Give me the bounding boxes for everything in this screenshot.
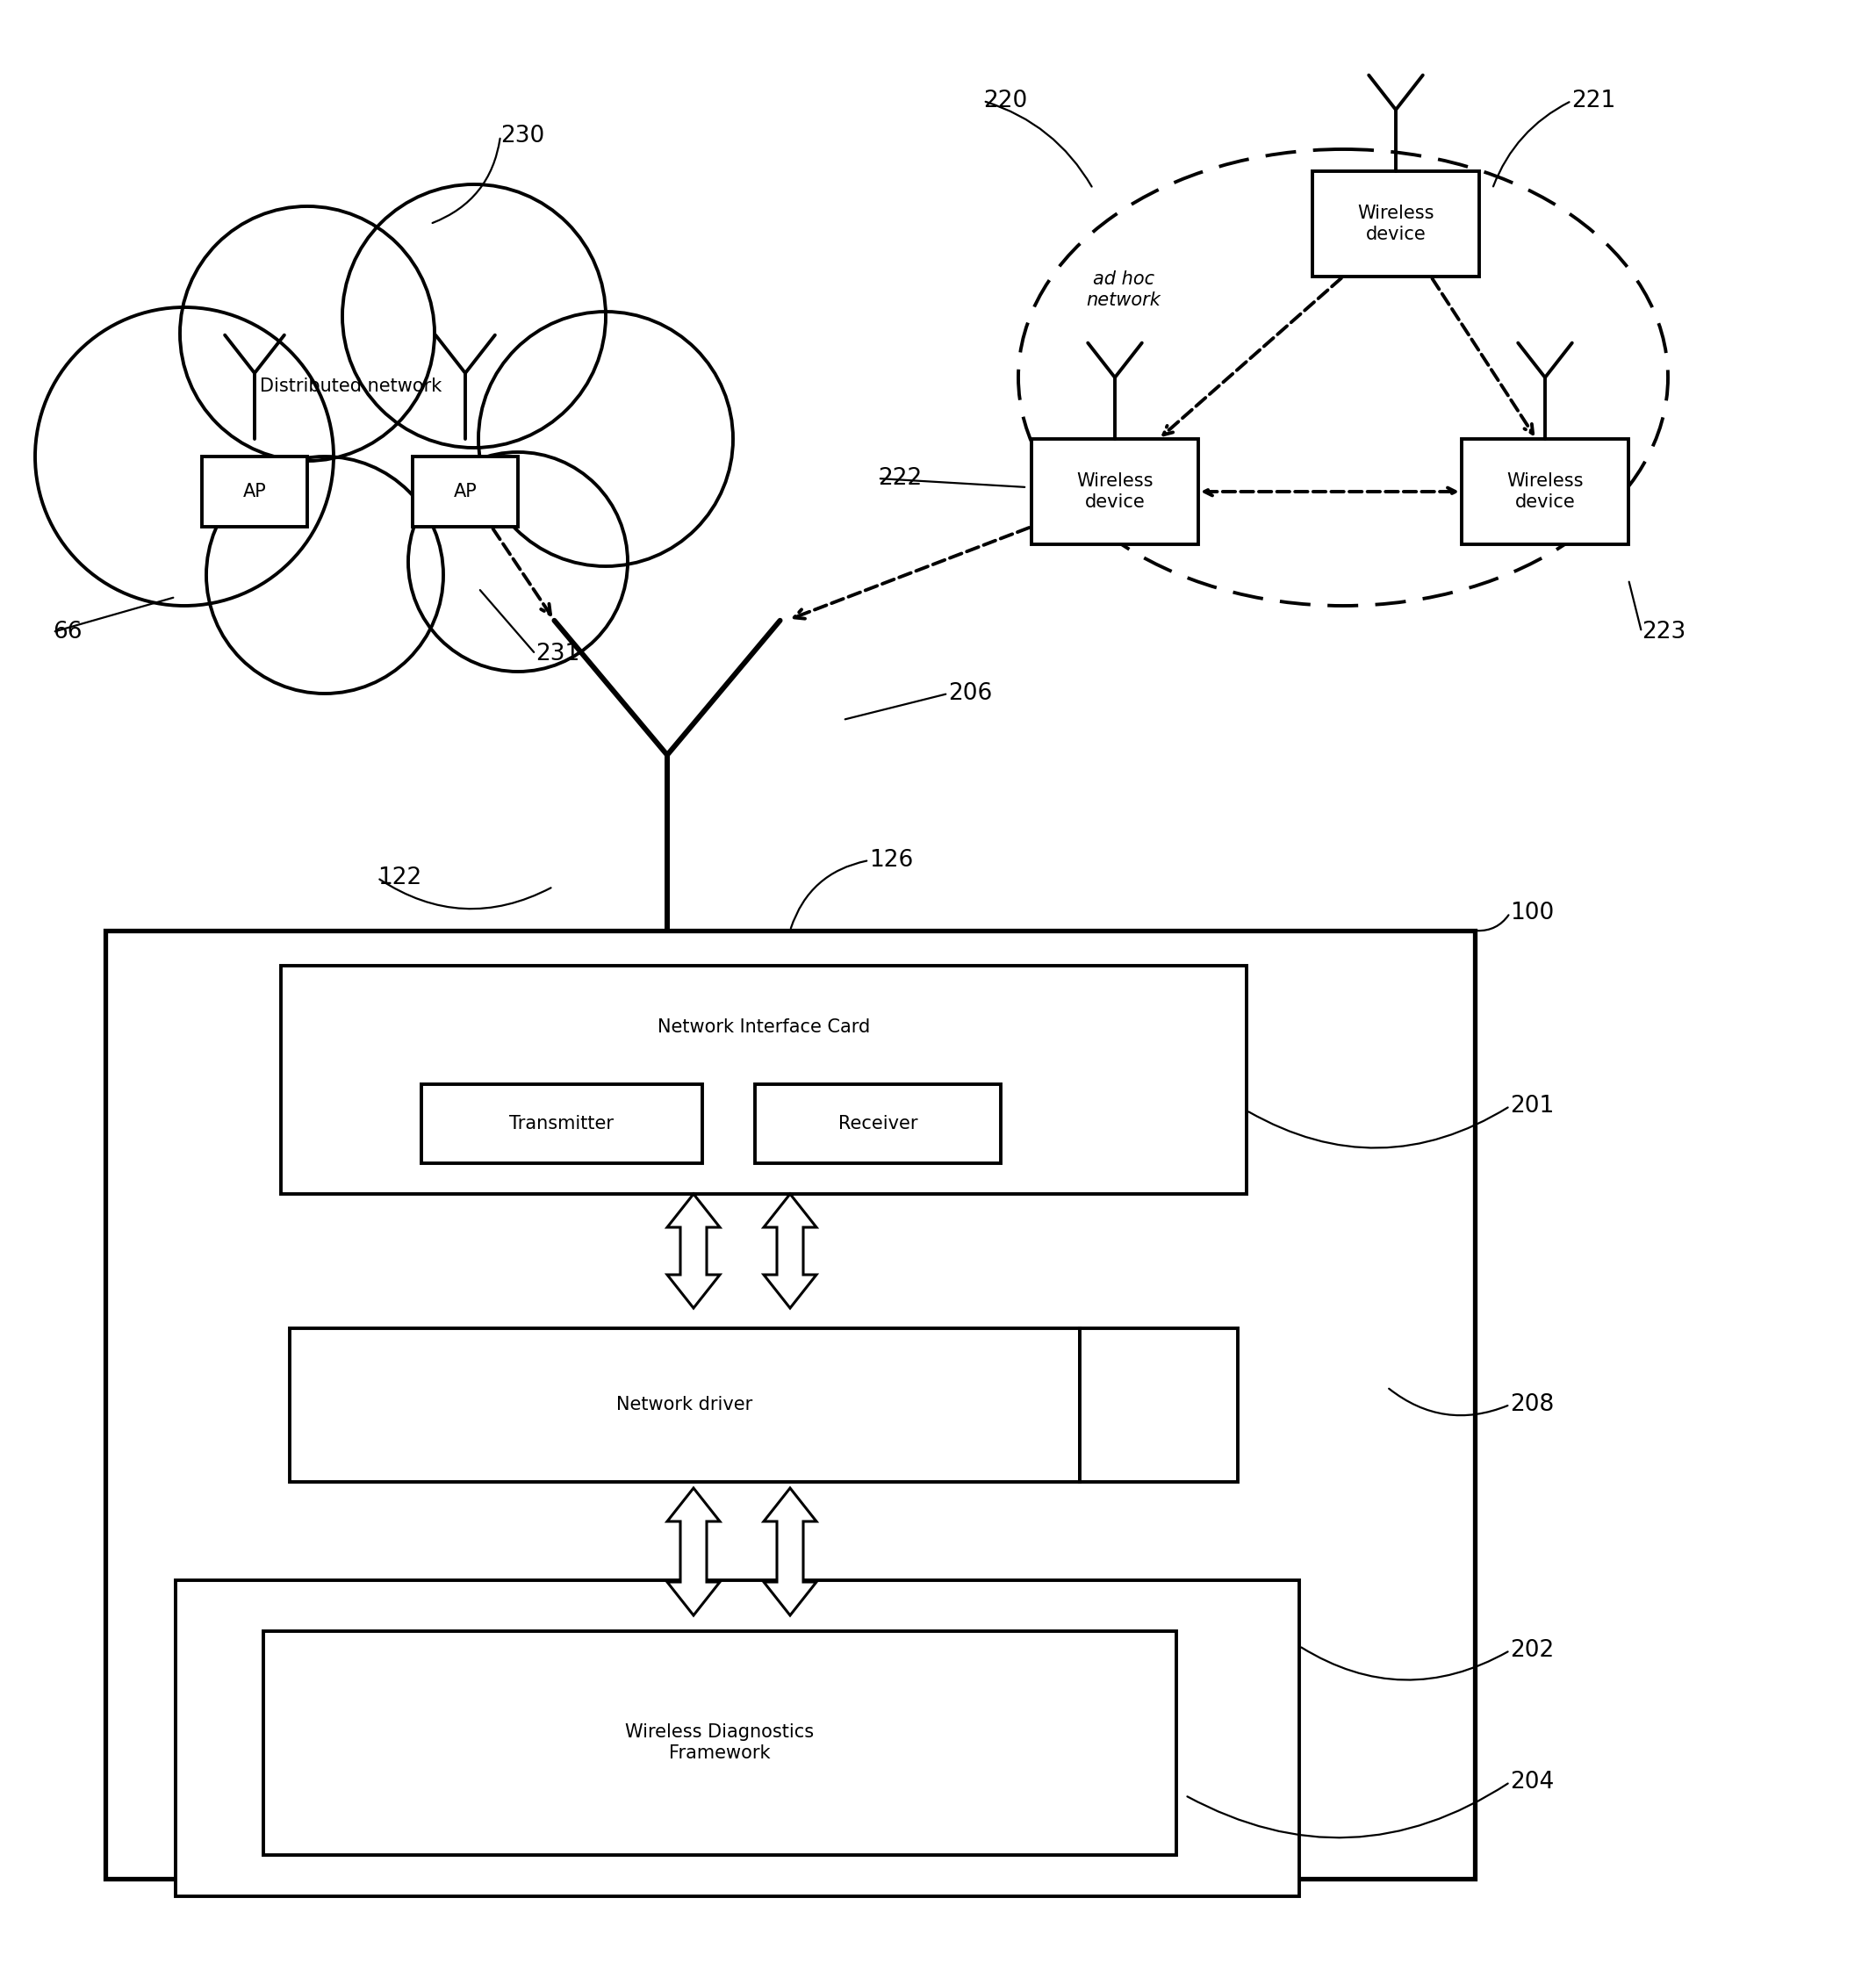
Bar — [1461, 440, 1628, 544]
Text: Network driver: Network driver — [617, 1396, 752, 1413]
Text: 66: 66 — [53, 620, 83, 644]
Text: 231: 231 — [535, 642, 580, 665]
Text: Receiver: Receiver — [839, 1115, 917, 1133]
Bar — [413, 457, 518, 526]
Text: 204: 204 — [1510, 1771, 1553, 1794]
Text: AP: AP — [242, 483, 266, 501]
Text: 230: 230 — [501, 126, 544, 147]
Circle shape — [206, 457, 443, 693]
Bar — [1313, 171, 1478, 277]
Text: 100: 100 — [1510, 901, 1553, 925]
Polygon shape — [764, 1194, 816, 1307]
Bar — [289, 1327, 1081, 1482]
Text: 201: 201 — [1510, 1095, 1553, 1117]
Text: 122: 122 — [377, 866, 422, 889]
Circle shape — [180, 206, 435, 461]
Bar — [263, 1631, 1176, 1855]
Text: Wireless Diagnostics
Framework: Wireless Diagnostics Framework — [625, 1724, 814, 1761]
Text: Wireless
device: Wireless device — [1506, 473, 1583, 510]
Text: 208: 208 — [1510, 1394, 1553, 1415]
Text: Wireless
device: Wireless device — [1077, 473, 1154, 510]
Bar — [203, 457, 308, 526]
Bar — [281, 966, 1246, 1194]
Bar — [422, 1084, 702, 1164]
Text: Transmitter: Transmitter — [510, 1115, 613, 1133]
Text: Wireless
device: Wireless device — [1358, 204, 1435, 243]
Text: ad hoc
network: ad hoc network — [1086, 271, 1161, 308]
Text: 222: 222 — [878, 467, 921, 491]
Bar — [1081, 1327, 1238, 1482]
Polygon shape — [668, 1488, 720, 1616]
Polygon shape — [764, 1488, 816, 1616]
Bar — [754, 1084, 1000, 1164]
Circle shape — [478, 312, 734, 565]
Bar — [105, 930, 1475, 1879]
Text: Network Interface Card: Network Interface Card — [657, 1019, 870, 1036]
Text: AP: AP — [454, 483, 477, 501]
Text: 220: 220 — [983, 90, 1028, 112]
Bar — [176, 1580, 1300, 1896]
Polygon shape — [36, 185, 734, 671]
Text: 221: 221 — [1572, 90, 1615, 112]
Text: 206: 206 — [947, 681, 992, 705]
Polygon shape — [668, 1194, 720, 1307]
Text: 202: 202 — [1510, 1639, 1553, 1663]
Text: 126: 126 — [869, 848, 914, 872]
Circle shape — [36, 308, 334, 607]
Bar — [1032, 440, 1199, 544]
Text: 223: 223 — [1642, 620, 1687, 644]
Circle shape — [409, 451, 628, 671]
Circle shape — [341, 185, 606, 448]
Text: Distributed network: Distributed network — [261, 377, 443, 395]
